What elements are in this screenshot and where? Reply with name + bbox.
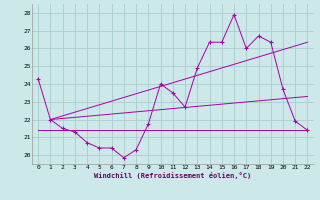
X-axis label: Windchill (Refroidissement éolien,°C): Windchill (Refroidissement éolien,°C) xyxy=(94,172,252,179)
